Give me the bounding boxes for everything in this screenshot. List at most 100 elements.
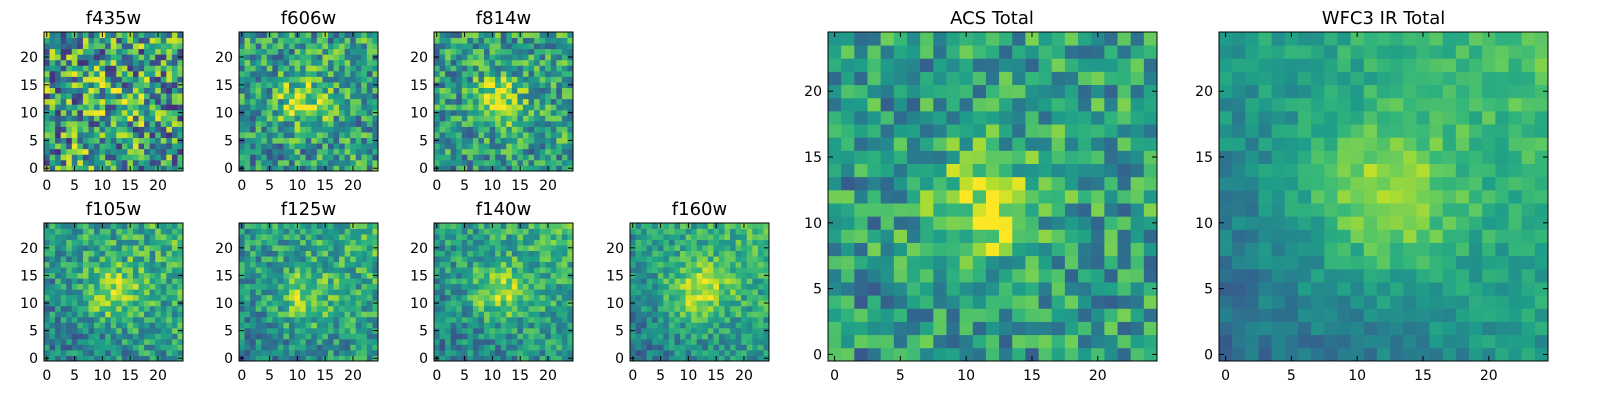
x-tick-label: 20 (735, 368, 753, 384)
heatmap-cell (685, 349, 692, 356)
heatmap-cell (461, 239, 468, 246)
heatmap-cell (94, 165, 100, 172)
heatmap-cell (730, 261, 737, 268)
heatmap-cell (556, 120, 563, 127)
heatmap-cell (294, 234, 301, 240)
heatmap-cell (522, 159, 529, 166)
heatmap-cell (489, 82, 496, 88)
heatmap-cell (366, 115, 373, 122)
heatmap-cell (289, 311, 295, 318)
heatmap-cell (439, 261, 446, 268)
heatmap-cell (495, 165, 502, 172)
heatmap-cell (327, 250, 334, 257)
heatmap-cell (283, 327, 290, 334)
heatmap-cell (439, 54, 446, 61)
heatmap-cell (366, 234, 373, 240)
heatmap-cell (327, 294, 334, 301)
heatmap-cell (439, 76, 446, 83)
heatmap-cell (166, 98, 173, 105)
heatmap-cell (300, 104, 307, 111)
heatmap-cell (339, 132, 346, 139)
heatmap-cell (567, 132, 574, 139)
heatmap-cell (138, 234, 145, 240)
heatmap-cell (735, 316, 742, 323)
heatmap-cell (250, 305, 257, 312)
heatmap-cell (71, 48, 78, 55)
heatmap-cell (635, 311, 642, 318)
heatmap-cell (366, 143, 373, 150)
heatmap-cell (361, 338, 368, 345)
heatmap-cell (171, 126, 178, 133)
heatmap-cell (149, 54, 156, 61)
heatmap-cell (539, 294, 546, 301)
heatmap-cell (99, 349, 106, 356)
heatmap-cell (893, 282, 908, 296)
heatmap-cell (121, 239, 128, 246)
heatmap-cell (311, 87, 318, 94)
heatmap-cell (713, 234, 720, 240)
heatmap-cell (550, 256, 557, 263)
heatmap-cell (333, 294, 340, 301)
heatmap-cell (327, 322, 334, 329)
heatmap-cell (300, 327, 307, 334)
heatmap-cell (567, 256, 574, 263)
heatmap-cell (880, 203, 895, 217)
heatmap-cell (1104, 242, 1118, 257)
heatmap-cell (333, 87, 340, 94)
heatmap-cell (110, 278, 117, 285)
heatmap-cell (294, 143, 301, 150)
heatmap-cell (160, 132, 167, 139)
heatmap-cell (641, 261, 648, 268)
heatmap-cell (277, 256, 284, 263)
heatmap-cell (439, 159, 446, 166)
heatmap-cell (867, 176, 882, 191)
heatmap-cell (311, 338, 318, 345)
heatmap-cell (635, 333, 642, 340)
heatmap-cell (489, 245, 496, 251)
heatmap-cell (333, 261, 340, 268)
y-tick-label: 10 (215, 296, 233, 312)
heatmap-cell (1038, 308, 1053, 322)
heatmap-cell (110, 137, 117, 144)
heatmap-cell (121, 98, 128, 105)
heatmap-cell (528, 256, 535, 263)
heatmap-cell (461, 76, 468, 83)
heatmap-cell (311, 37, 318, 44)
heatmap-cell (255, 48, 262, 55)
heatmap-cell (132, 245, 139, 251)
heatmap-cell (534, 87, 541, 94)
heatmap-cell (66, 228, 73, 235)
heatmap-cell (439, 333, 446, 340)
heatmap-cell (828, 216, 842, 230)
heatmap-cell (311, 143, 318, 150)
heatmap-cell (277, 59, 284, 66)
y-tick-label: 15 (410, 268, 428, 284)
heatmap-cell (500, 115, 507, 122)
heatmap-cell (674, 272, 681, 279)
heatmap-cell (434, 228, 440, 235)
heatmap-cell (434, 256, 440, 263)
heatmap-cell (495, 245, 502, 251)
heatmap-cell (361, 76, 368, 83)
heatmap-cell (149, 137, 156, 144)
heatmap-cell (121, 311, 128, 318)
heatmap-cell (361, 305, 368, 312)
heatmap-cell (461, 250, 468, 257)
heatmap-cell (305, 104, 312, 111)
heatmap-cell (495, 37, 502, 44)
heatmap-cell (545, 349, 552, 356)
heatmap-cell (239, 333, 245, 340)
heatmap-cell (350, 87, 357, 94)
heatmap-cell (478, 234, 485, 240)
heatmap-cell (311, 355, 318, 362)
x-tick-label: 20 (344, 178, 362, 194)
heatmap-cell (539, 245, 546, 251)
heatmap-cell (467, 289, 474, 296)
heatmap-cell (289, 48, 295, 55)
heatmap-cell (500, 234, 507, 240)
heatmap-cell (166, 132, 173, 139)
heatmap-cell (456, 82, 463, 88)
heatmap-cell (305, 234, 312, 240)
heatmap-cell (66, 126, 73, 133)
